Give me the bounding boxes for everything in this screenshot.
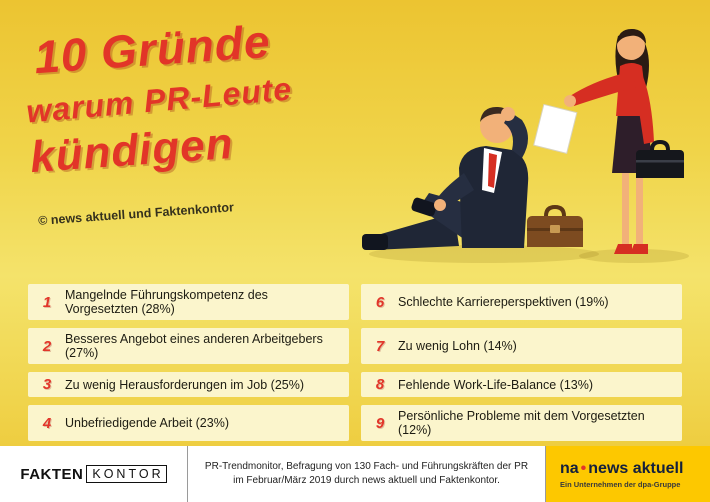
source-note: PR-Trendmonitor, Befragung von 130 Fach-… [188, 446, 546, 502]
title-line-1: 10 Gründe [32, 14, 273, 84]
standing-woman-icon [564, 28, 684, 254]
reason-rank: 6 [375, 293, 385, 311]
copyright-note: © news aktuell und Faktenkontor [37, 200, 235, 228]
news-aktuell-logo-na: na [560, 459, 579, 477]
reason-rank: 8 [375, 376, 385, 393]
reason-rank: 4 [42, 414, 52, 432]
reason-row-8: 8 Fehlende Work-Life-Balance (13%) [361, 372, 682, 397]
shadow-woman [579, 249, 689, 263]
briefcase-woman-icon [636, 139, 684, 178]
reason-label: Unbefriedigende Arbeit (23%) [65, 416, 229, 430]
sitting-man-icon [362, 106, 583, 250]
reason-label: Schlechte Karriereperspektiven (19%) [398, 295, 609, 309]
reason-rank: 1 [42, 293, 52, 311]
reason-rank: 9 [375, 414, 385, 432]
reason-label: Zu wenig Herausforderungen im Job (25%) [65, 377, 305, 392]
faktenkontor-logo-fakten: FAKTEN [20, 465, 84, 483]
reason-rank: 7 [375, 337, 385, 355]
reason-rank: 3 [42, 376, 52, 393]
reason-label: Besseres Angebot eines anderen Arbeitgeb… [65, 332, 323, 360]
title-line-3: kündigen [28, 118, 235, 183]
faktenkontor-logo: FAKTEN KONTOR [0, 446, 188, 502]
news-aktuell-logo-name: news aktuell [588, 459, 684, 477]
reason-label: Zu wenig Lohn (14%) [398, 339, 517, 353]
reason-row-4: 4 Unbefriedigende Arbeit (23%) [28, 405, 349, 441]
footer-bar: FAKTEN KONTOR PR-Trendmonitor, Befragung… [0, 446, 710, 502]
source-note-line-2: im Februar/März 2019 durch news aktuell … [233, 475, 500, 486]
reason-row-1: 1 Mangelnde Führungskompetenz des Vorges… [28, 284, 349, 320]
reason-row-2: 2 Besseres Angebot eines anderen Arbeitg… [28, 328, 349, 364]
faktenkontor-logo-kontor: KONTOR [86, 465, 167, 483]
flying-paper-icon [533, 103, 578, 155]
reason-row-6: 6 Schlechte Karriereperspektiven (19%) [361, 284, 682, 320]
fired-employee-illustration [362, 28, 689, 263]
reason-row-7: 7 Zu wenig Lohn (14%) [361, 328, 682, 364]
briefcase-man-icon [527, 204, 583, 247]
source-note-line-1: PR-Trendmonitor, Befragung von 130 Fach-… [204, 460, 529, 472]
news-aktuell-logo-dot: • [580, 459, 587, 477]
reason-label: Persönliche Probleme mit dem Vorgesetzte… [398, 409, 645, 437]
reason-label: Mangelnde Führungskompetenz des Vorgeset… [65, 288, 268, 316]
reason-row-3: 3 Zu wenig Herausforderungen im Job (25%… [28, 372, 349, 397]
shadow-man [369, 245, 599, 263]
reason-row-9: 9 Persönliche Probleme mit dem Vorgesetz… [361, 405, 682, 441]
reason-rank: 2 [42, 337, 52, 355]
news-aktuell-subline: Ein Unternehmen der dpa-Gruppe [560, 479, 681, 489]
news-aktuell-logo: na • news aktuell Ein Unternehmen der dp… [546, 446, 710, 502]
reason-label: Fehlende Work-Life-Balance (13%) [398, 377, 594, 392]
